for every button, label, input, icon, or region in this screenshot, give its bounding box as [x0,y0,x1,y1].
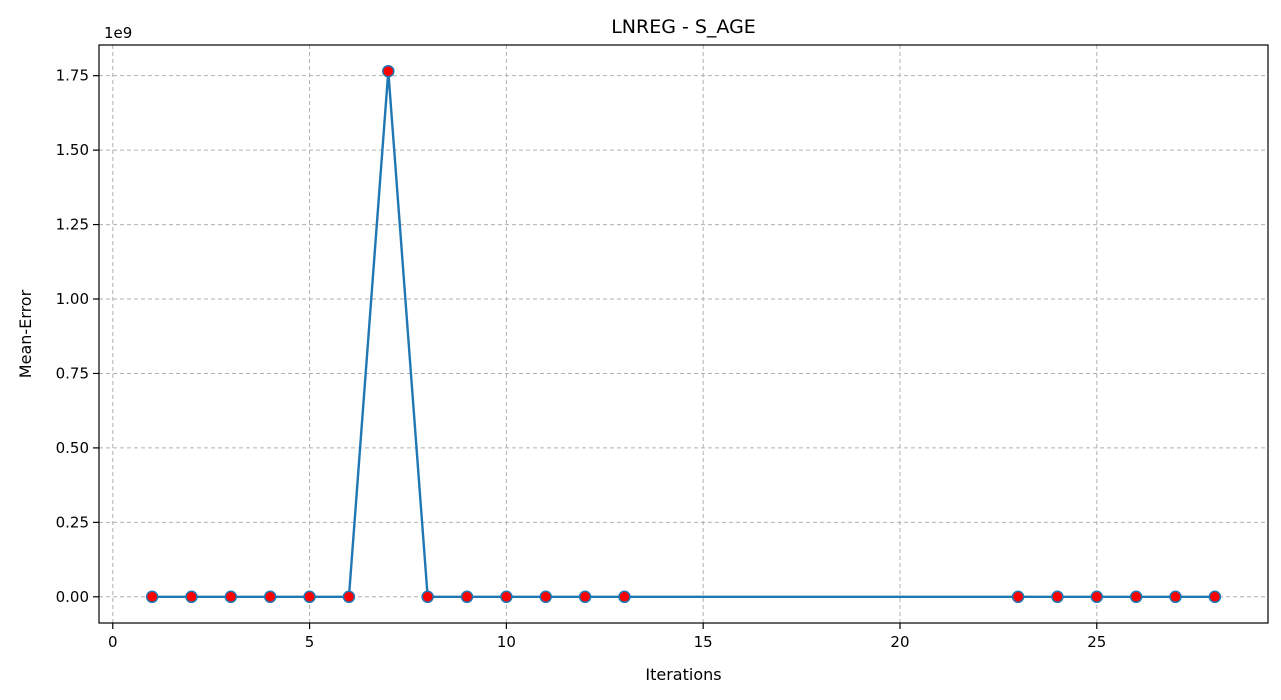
axis-ticks: 0 5 10 15 20 25 0.00 0.25 0.50 0.75 1.00 1.25 1.50 1.… [56,67,1107,651]
x-tick-label: 15 [694,633,713,651]
y-tick-label: 1.50 [56,141,89,159]
data-point-marker [303,590,316,604]
x-tick-label: 0 [108,633,118,651]
y-axis-offset-label: 1e9 [104,24,132,42]
x-tick-label: 5 [305,633,315,651]
data-points [145,64,1222,604]
x-tick-label: 25 [1087,633,1106,651]
data-point-marker [460,590,474,604]
x-tick-label: 10 [497,633,516,651]
data-point-marker [1208,590,1222,604]
y-tick-label: 0.50 [56,439,89,457]
data-point-marker [1129,590,1143,604]
data-point-marker [1051,590,1064,604]
data-point-marker [1090,590,1104,604]
data-point-marker [539,590,552,604]
data-point-marker [578,590,592,604]
data-point-marker [342,590,356,604]
data-point-marker [421,590,434,604]
chart-title: LNREG - S_AGE [611,16,756,38]
data-point-marker [500,590,513,604]
data-point-marker [1169,590,1182,604]
data-point-marker [618,590,631,604]
x-tick-label: 20 [890,633,909,651]
y-tick-label: 1.00 [56,290,89,308]
x-axis-label: Iterations [645,665,721,684]
y-axis-label: Mean-Error [16,289,35,378]
y-tick-label: 0.75 [56,364,89,382]
data-point-marker [382,64,395,78]
data-point-marker [145,590,159,604]
data-point-marker [263,590,277,604]
data-point-marker [1011,590,1025,604]
plot-area-frame [98,44,1269,624]
data-point-marker [185,590,198,604]
data-point-marker [224,590,238,604]
y-tick-label: 1.25 [56,216,89,234]
y-tick-label: 1.75 [56,67,89,85]
y-tick-label: 0.25 [56,513,89,531]
y-tick-label: 0.00 [56,588,89,606]
